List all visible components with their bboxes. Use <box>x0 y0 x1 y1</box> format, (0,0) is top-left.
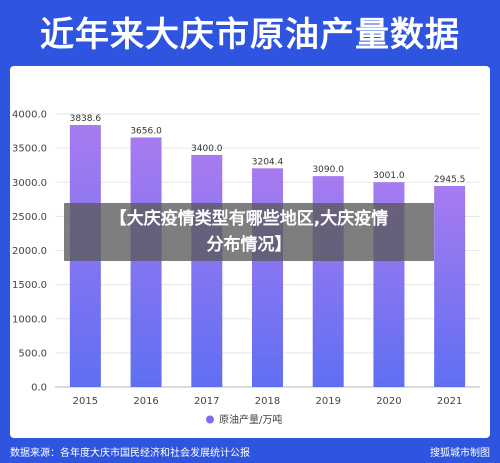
x-tick-label-2018: 2018 <box>255 396 280 407</box>
y-tick-label: 2500.0 <box>12 212 47 223</box>
data-label-2019: 3090.0 <box>312 165 344 175</box>
y-tick-label: 1500.0 <box>12 280 47 291</box>
x-tick-label-2021: 2021 <box>437 396 462 407</box>
y-tick-label: 4000.0 <box>12 110 47 121</box>
bar-2018 <box>252 168 283 387</box>
y-tick-label: 500.0 <box>18 348 47 359</box>
page-title: 近年来大庆市原油产量数据 <box>40 15 460 55</box>
legend-marker <box>206 415 214 424</box>
overlay-banner: 【大庆疫情类型有哪些地区,大庆疫情 分布情况】 <box>64 203 434 261</box>
data-label-2018: 3204.4 <box>252 157 284 167</box>
data-label-2015: 3838.6 <box>70 114 102 124</box>
data-label-2016: 3656.0 <box>130 126 162 136</box>
bar-2017 <box>191 154 223 387</box>
y-tick-label: 3500.0 <box>12 144 47 155</box>
x-tick-label-2015: 2015 <box>73 396 98 407</box>
overlay-line-2: 分布情况】 <box>206 235 292 255</box>
y-tick-label: 2000.0 <box>12 246 47 257</box>
x-tick-label-2020: 2020 <box>376 396 401 407</box>
overlay-line-1: 【大庆疫情类型有哪些地区,大庆疫情 <box>109 209 389 229</box>
data-label-2020: 3001.0 <box>373 171 405 181</box>
bar-2021 <box>434 185 466 387</box>
data-source: 数据来源：各年度大庆市国民经济和社会发展统计公报 <box>10 448 250 459</box>
y-tick-label: 0.0 <box>31 383 47 394</box>
x-tick-label-2017: 2017 <box>194 396 219 407</box>
data-label-2021: 2945.5 <box>434 175 466 185</box>
bar-2016 <box>130 137 162 387</box>
x-tick-label-2019: 2019 <box>315 396 340 407</box>
data-label-2017: 3400.0 <box>191 144 223 154</box>
x-tick-label-2016: 2016 <box>133 396 158 407</box>
legend-label: 原油产量/万吨 <box>219 413 282 426</box>
brand-credit: 搜狐城市制图 <box>430 448 490 459</box>
footer: 数据来源：各年度大庆市国民经济和社会发展统计公报 搜狐城市制图 <box>0 440 500 462</box>
y-tick-label: 1000.0 <box>12 314 47 325</box>
y-tick-label: 3000.0 <box>12 178 47 189</box>
